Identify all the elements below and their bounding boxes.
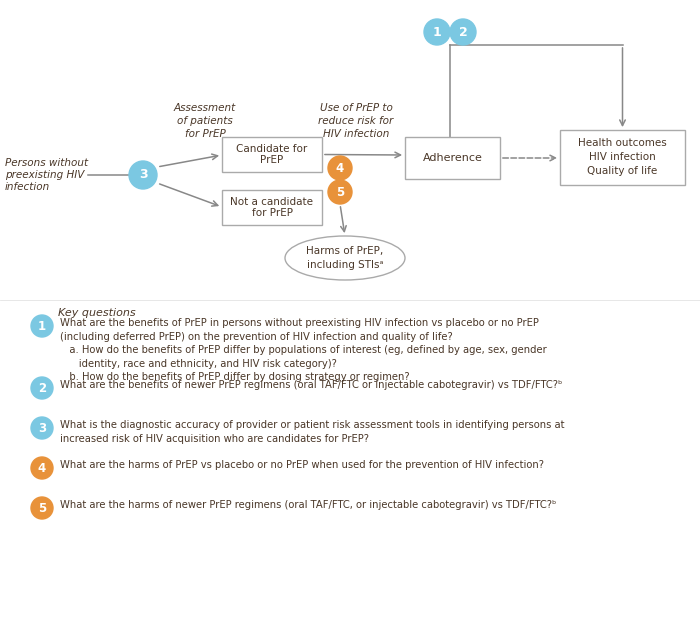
Text: What are the benefits of PrEP in persons without preexisting HIV infection vs pl: What are the benefits of PrEP in persons… <box>60 318 547 382</box>
Text: 5: 5 <box>336 185 344 199</box>
Text: 1: 1 <box>433 25 442 39</box>
Text: Not a candidate
for PrEP: Not a candidate for PrEP <box>230 197 314 218</box>
Circle shape <box>450 19 476 45</box>
FancyBboxPatch shape <box>560 130 685 185</box>
Ellipse shape <box>285 236 405 280</box>
Text: 4: 4 <box>336 161 344 175</box>
Text: 3: 3 <box>38 422 46 434</box>
FancyBboxPatch shape <box>222 190 322 225</box>
Circle shape <box>328 156 352 180</box>
Text: 1: 1 <box>38 319 46 333</box>
FancyBboxPatch shape <box>222 137 322 172</box>
Circle shape <box>31 315 53 337</box>
Text: Persons without
preexisting HIV
infection: Persons without preexisting HIV infectio… <box>5 158 88 192</box>
Text: What are the harms of newer PrEP regimens (oral TAF/FTC, or injectable cabotegra: What are the harms of newer PrEP regimen… <box>60 500 557 510</box>
Circle shape <box>129 161 157 189</box>
Text: Assessment
of patients
for PrEP: Assessment of patients for PrEP <box>174 103 236 140</box>
Text: 4: 4 <box>38 462 46 474</box>
Text: 2: 2 <box>458 25 468 39</box>
Circle shape <box>31 417 53 439</box>
Circle shape <box>424 19 450 45</box>
Text: Health outcomes
HIV infection
Quality of life: Health outcomes HIV infection Quality of… <box>578 138 667 177</box>
Text: Use of PrEP to
reduce risk for
HIV infection: Use of PrEP to reduce risk for HIV infec… <box>318 103 393 140</box>
Text: 5: 5 <box>38 502 46 514</box>
Text: What are the harms of PrEP vs placebo or no PrEP when used for the prevention of: What are the harms of PrEP vs placebo or… <box>60 460 544 470</box>
Circle shape <box>328 180 352 204</box>
Circle shape <box>31 497 53 519</box>
Text: 3: 3 <box>139 168 147 182</box>
Text: Candidate for
PrEP: Candidate for PrEP <box>237 144 307 165</box>
Circle shape <box>31 377 53 399</box>
Text: Adherence: Adherence <box>423 153 482 163</box>
FancyBboxPatch shape <box>405 137 500 179</box>
Text: What is the diagnostic accuracy of provider or patient risk assessment tools in : What is the diagnostic accuracy of provi… <box>60 420 564 444</box>
Text: 2: 2 <box>38 382 46 394</box>
Circle shape <box>31 457 53 479</box>
Text: What are the benefits of newer PrEP regimens (oral TAF/FTC or injectable caboteg: What are the benefits of newer PrEP regi… <box>60 380 562 390</box>
Text: Key questions: Key questions <box>58 308 136 318</box>
Text: Harms of PrEP,
including STIsᵃ: Harms of PrEP, including STIsᵃ <box>307 246 384 270</box>
